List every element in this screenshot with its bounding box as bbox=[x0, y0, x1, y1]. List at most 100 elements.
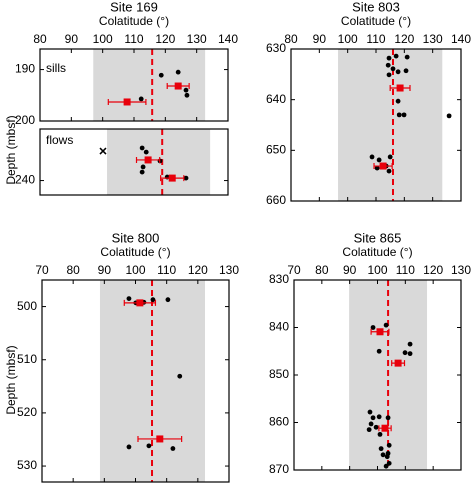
annotation: flows bbox=[46, 133, 73, 147]
data-point bbox=[395, 98, 401, 104]
data-point bbox=[404, 54, 410, 60]
data-point bbox=[175, 69, 181, 75]
x-axis-label: Colatitude (°) bbox=[100, 245, 170, 259]
mean-marker bbox=[376, 328, 384, 336]
data-point bbox=[373, 424, 379, 430]
x-tick-label: 80 bbox=[33, 32, 47, 46]
confidence-band bbox=[93, 49, 206, 121]
data-point bbox=[384, 454, 390, 460]
data-point bbox=[143, 149, 149, 155]
x-tick-label: 110 bbox=[124, 32, 143, 46]
x-tick-label: 120 bbox=[423, 263, 443, 277]
data-point bbox=[376, 348, 382, 354]
data-point bbox=[386, 442, 392, 448]
y-axis-label: Depth (mbsf) bbox=[4, 115, 18, 184]
mean-marker bbox=[168, 174, 176, 182]
data-point bbox=[158, 72, 164, 78]
x-tick-label: 80 bbox=[66, 263, 80, 277]
cross-marker bbox=[99, 147, 107, 155]
y-tick-label: 530 bbox=[17, 458, 37, 472]
x-tick-label: 70 bbox=[35, 263, 49, 277]
y-tick-label: 200 bbox=[15, 113, 35, 127]
y-tick-label: 660 bbox=[266, 193, 286, 207]
data-point bbox=[393, 53, 399, 59]
x-tick-label: 120 bbox=[394, 32, 414, 46]
data-point bbox=[396, 112, 402, 118]
y-tick-label: 840 bbox=[269, 320, 289, 334]
x-tick-label: 100 bbox=[125, 263, 145, 277]
confidence-band bbox=[338, 49, 443, 201]
y-tick-label: 520 bbox=[17, 405, 37, 419]
data-point bbox=[385, 62, 391, 68]
data-point bbox=[177, 373, 183, 379]
data-point bbox=[387, 154, 393, 160]
x-tick-label: 130 bbox=[187, 32, 207, 46]
y-tick-label: 650 bbox=[266, 143, 286, 157]
data-point bbox=[366, 427, 372, 433]
x-tick-label: 130 bbox=[451, 263, 471, 277]
data-point bbox=[183, 87, 189, 93]
x-tick-label: 100 bbox=[338, 32, 358, 46]
data-point bbox=[184, 92, 190, 98]
x-axis-label: Colatitude (°) bbox=[341, 14, 411, 28]
data-point bbox=[367, 409, 373, 415]
mean-marker bbox=[123, 98, 131, 106]
data-point bbox=[374, 165, 380, 171]
data-point bbox=[386, 168, 392, 174]
data-point bbox=[183, 175, 189, 181]
data-point bbox=[386, 460, 392, 466]
x-tick-label: 140 bbox=[218, 32, 238, 46]
data-point bbox=[386, 55, 392, 61]
panel-title: Site 803 bbox=[352, 0, 400, 14]
x-tick-label: 90 bbox=[98, 263, 112, 277]
x-tick-label: 110 bbox=[396, 263, 415, 277]
data-point bbox=[376, 157, 382, 163]
data-point bbox=[126, 296, 132, 302]
annotation: sills bbox=[46, 61, 66, 75]
data-point bbox=[386, 72, 392, 78]
data-point bbox=[126, 444, 132, 450]
data-point bbox=[395, 69, 401, 75]
mean-marker bbox=[381, 424, 389, 432]
data-point bbox=[139, 145, 145, 151]
y-tick-label: 510 bbox=[17, 352, 37, 366]
panel-title: Site 800 bbox=[112, 230, 160, 245]
mean-marker bbox=[379, 162, 387, 170]
x-tick-label: 80 bbox=[284, 32, 298, 46]
y-tick-label: 500 bbox=[17, 299, 37, 313]
y-tick-label: 850 bbox=[269, 367, 289, 381]
data-point bbox=[146, 443, 152, 449]
x-tick-label: 120 bbox=[155, 32, 175, 46]
x-tick-label: 100 bbox=[367, 263, 387, 277]
data-point bbox=[385, 415, 391, 421]
data-point bbox=[139, 169, 145, 175]
y-tick-label: 190 bbox=[15, 62, 35, 76]
mean-marker bbox=[394, 359, 402, 367]
data-point bbox=[138, 96, 144, 102]
x-tick-label: 70 bbox=[287, 263, 301, 277]
x-tick-label: 120 bbox=[188, 263, 208, 277]
data-point bbox=[370, 325, 376, 330]
x-tick-label: 90 bbox=[343, 263, 357, 277]
x-axis-label: Colatitude (°) bbox=[342, 245, 412, 259]
mean-marker bbox=[174, 82, 182, 90]
x-tick-label: 90 bbox=[313, 32, 327, 46]
x-tick-label: 110 bbox=[157, 263, 176, 277]
panel-title: Site 169 bbox=[110, 0, 158, 14]
data-point bbox=[403, 68, 409, 74]
x-tick-label: 130 bbox=[219, 263, 239, 277]
x-tick-label: 140 bbox=[451, 32, 471, 46]
data-point bbox=[402, 350, 408, 356]
data-point bbox=[165, 297, 171, 303]
y-tick-label: 830 bbox=[269, 272, 289, 286]
data-point bbox=[370, 415, 376, 421]
data-point bbox=[380, 452, 386, 458]
y-tick-label: 860 bbox=[269, 415, 289, 429]
y-tick-label: 870 bbox=[269, 462, 289, 476]
panel: flows 240 bbox=[15, 128, 229, 196]
frame bbox=[39, 128, 229, 196]
data-point bbox=[383, 322, 389, 328]
mean-marker bbox=[156, 435, 164, 443]
